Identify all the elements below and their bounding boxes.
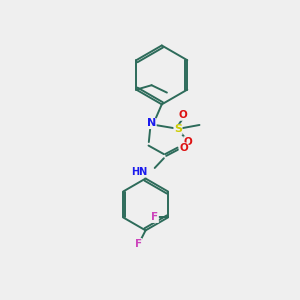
Text: F: F	[135, 238, 142, 249]
Text: N: N	[147, 118, 156, 128]
Text: HN: HN	[131, 167, 148, 177]
Text: O: O	[179, 110, 188, 120]
Text: F: F	[151, 212, 158, 222]
Text: O: O	[179, 143, 188, 153]
Text: O: O	[184, 137, 193, 147]
Text: S: S	[174, 124, 182, 134]
